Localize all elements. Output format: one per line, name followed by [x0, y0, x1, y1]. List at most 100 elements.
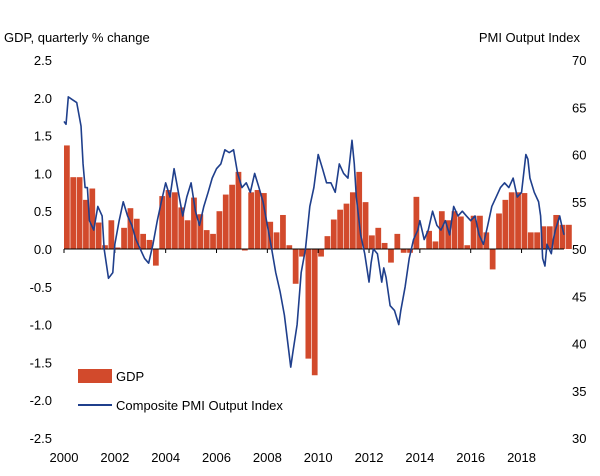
gdp-bar: [311, 249, 318, 376]
left-tick-label: 0.5: [34, 204, 52, 219]
left-axis-ticks: 2.5 2.0 1.5 1.0 0.5 0.0 -0.5 -1.0 -1.5 -2.0 -2.5: [30, 53, 52, 446]
gdp-bar: [261, 193, 267, 249]
right-tick-label: 55: [572, 195, 586, 210]
gdp-bar: [458, 216, 464, 249]
gdp-bar: [191, 197, 197, 249]
gdp-bar: [216, 211, 223, 249]
left-tick-label: 2.0: [34, 91, 52, 106]
gdp-bar: [324, 236, 331, 249]
gdp-bar: [546, 226, 553, 249]
gdp-bar: [489, 249, 496, 270]
gdp-bar: [349, 192, 356, 249]
x-tick-label: 2014: [405, 450, 434, 465]
gdp-bar: [89, 188, 96, 249]
gdp-bar: [152, 249, 159, 266]
gdp-bar: [165, 190, 172, 249]
gdp-bar: [527, 232, 534, 249]
x-tick-label: 2002: [100, 450, 129, 465]
gdp-bar: [229, 184, 235, 249]
right-tick-label: 50: [572, 242, 586, 257]
legend: GDP Composite PMI Output Index: [78, 369, 283, 413]
gdp-bar: [210, 233, 216, 249]
gdp-bar: [343, 203, 350, 249]
left-tick-label: -2.0: [30, 393, 52, 408]
left-tick-label: 1.0: [34, 166, 52, 181]
gdp-bar: [121, 227, 127, 249]
left-tick-label: 2.5: [34, 53, 52, 68]
gdp-bar: [222, 194, 229, 249]
gdp-bar: [248, 192, 255, 249]
gdp-bar: [362, 202, 369, 249]
x-tick-label: 2004: [151, 450, 180, 465]
gdp-bar: [241, 249, 248, 251]
legend-gdp-swatch: [78, 369, 112, 383]
gdp-bar: [477, 215, 483, 249]
x-axis-ticks: 2000 2002 2004 2006 2008 2010 2012 2014 2016 2018: [50, 249, 536, 465]
gdp-bar: [280, 214, 286, 249]
gdp-bar: [356, 171, 363, 249]
gdp-bar: [133, 218, 140, 249]
gdp-bar: [83, 199, 89, 249]
gdp-bar: [496, 213, 502, 249]
gdp-bar: [273, 232, 280, 249]
left-tick-label: -0.5: [30, 280, 52, 295]
gdp-bar: [102, 245, 108, 249]
gdp-bar: [140, 233, 147, 249]
gdp-bar: [508, 192, 515, 249]
gdp-bar: [178, 207, 185, 249]
gdp-bar: [394, 233, 401, 249]
gdp-bar: [388, 249, 394, 263]
gdp-bar: [108, 220, 115, 249]
gdp-bar: [64, 145, 70, 249]
x-tick-label: 2018: [507, 450, 536, 465]
gdp-bar: [76, 177, 83, 249]
gdp-bar: [445, 220, 452, 249]
gdp-bar: [483, 232, 490, 249]
right-tick-label: 35: [572, 384, 586, 399]
gdp-bar: [235, 171, 242, 249]
gdp-bar: [407, 249, 413, 253]
gdp-bar: [337, 209, 344, 249]
gdp-bar: [470, 215, 477, 249]
right-tick-label: 70: [572, 53, 586, 68]
gdp-bar: [330, 219, 337, 249]
right-tick-label: 45: [572, 289, 586, 304]
gdp-bar: [286, 245, 293, 249]
x-tick-label: 2016: [456, 450, 485, 465]
left-tick-label: 0.0: [34, 242, 52, 257]
legend-gdp-label: GDP: [116, 369, 144, 384]
right-tick-label: 60: [572, 148, 586, 163]
left-tick-label: 1.5: [34, 129, 52, 144]
gdp-bar: [95, 222, 102, 249]
gdp-bar: [305, 249, 312, 359]
gdp-bar: [70, 177, 77, 249]
gdp-bar: [553, 214, 560, 249]
right-tick-label: 40: [572, 337, 586, 352]
gdp-bar: [254, 190, 261, 249]
gdp-bar: [559, 224, 566, 249]
gdp-bar: [400, 249, 407, 253]
gdp-bar: [292, 249, 299, 284]
gdp-bar: [172, 192, 178, 249]
gdp-bar: [464, 245, 471, 249]
x-tick-label: 2010: [304, 450, 333, 465]
left-tick-label: -1.0: [30, 318, 52, 333]
gdp-bar: [502, 199, 509, 249]
gdp-bar: [299, 249, 305, 257]
gdp-bar: [203, 230, 210, 249]
gdp-bar: [114, 247, 121, 249]
x-tick-label: 2000: [50, 450, 79, 465]
right-tick-label: 30: [572, 431, 586, 446]
x-tick-label: 2006: [202, 450, 231, 465]
gdp-bar: [318, 249, 324, 257]
gdp-bar: [451, 211, 458, 249]
gdp-bar: [146, 239, 153, 249]
right-axis-title: PMI Output Index: [479, 30, 581, 45]
gdp-bar: [267, 221, 274, 249]
gdp-bar: [184, 220, 191, 249]
legend-pmi-label: Composite PMI Output Index: [116, 398, 283, 413]
gdp-bar: [159, 196, 166, 249]
gdp-bar: [375, 227, 382, 249]
gdp-bar: [540, 226, 547, 249]
